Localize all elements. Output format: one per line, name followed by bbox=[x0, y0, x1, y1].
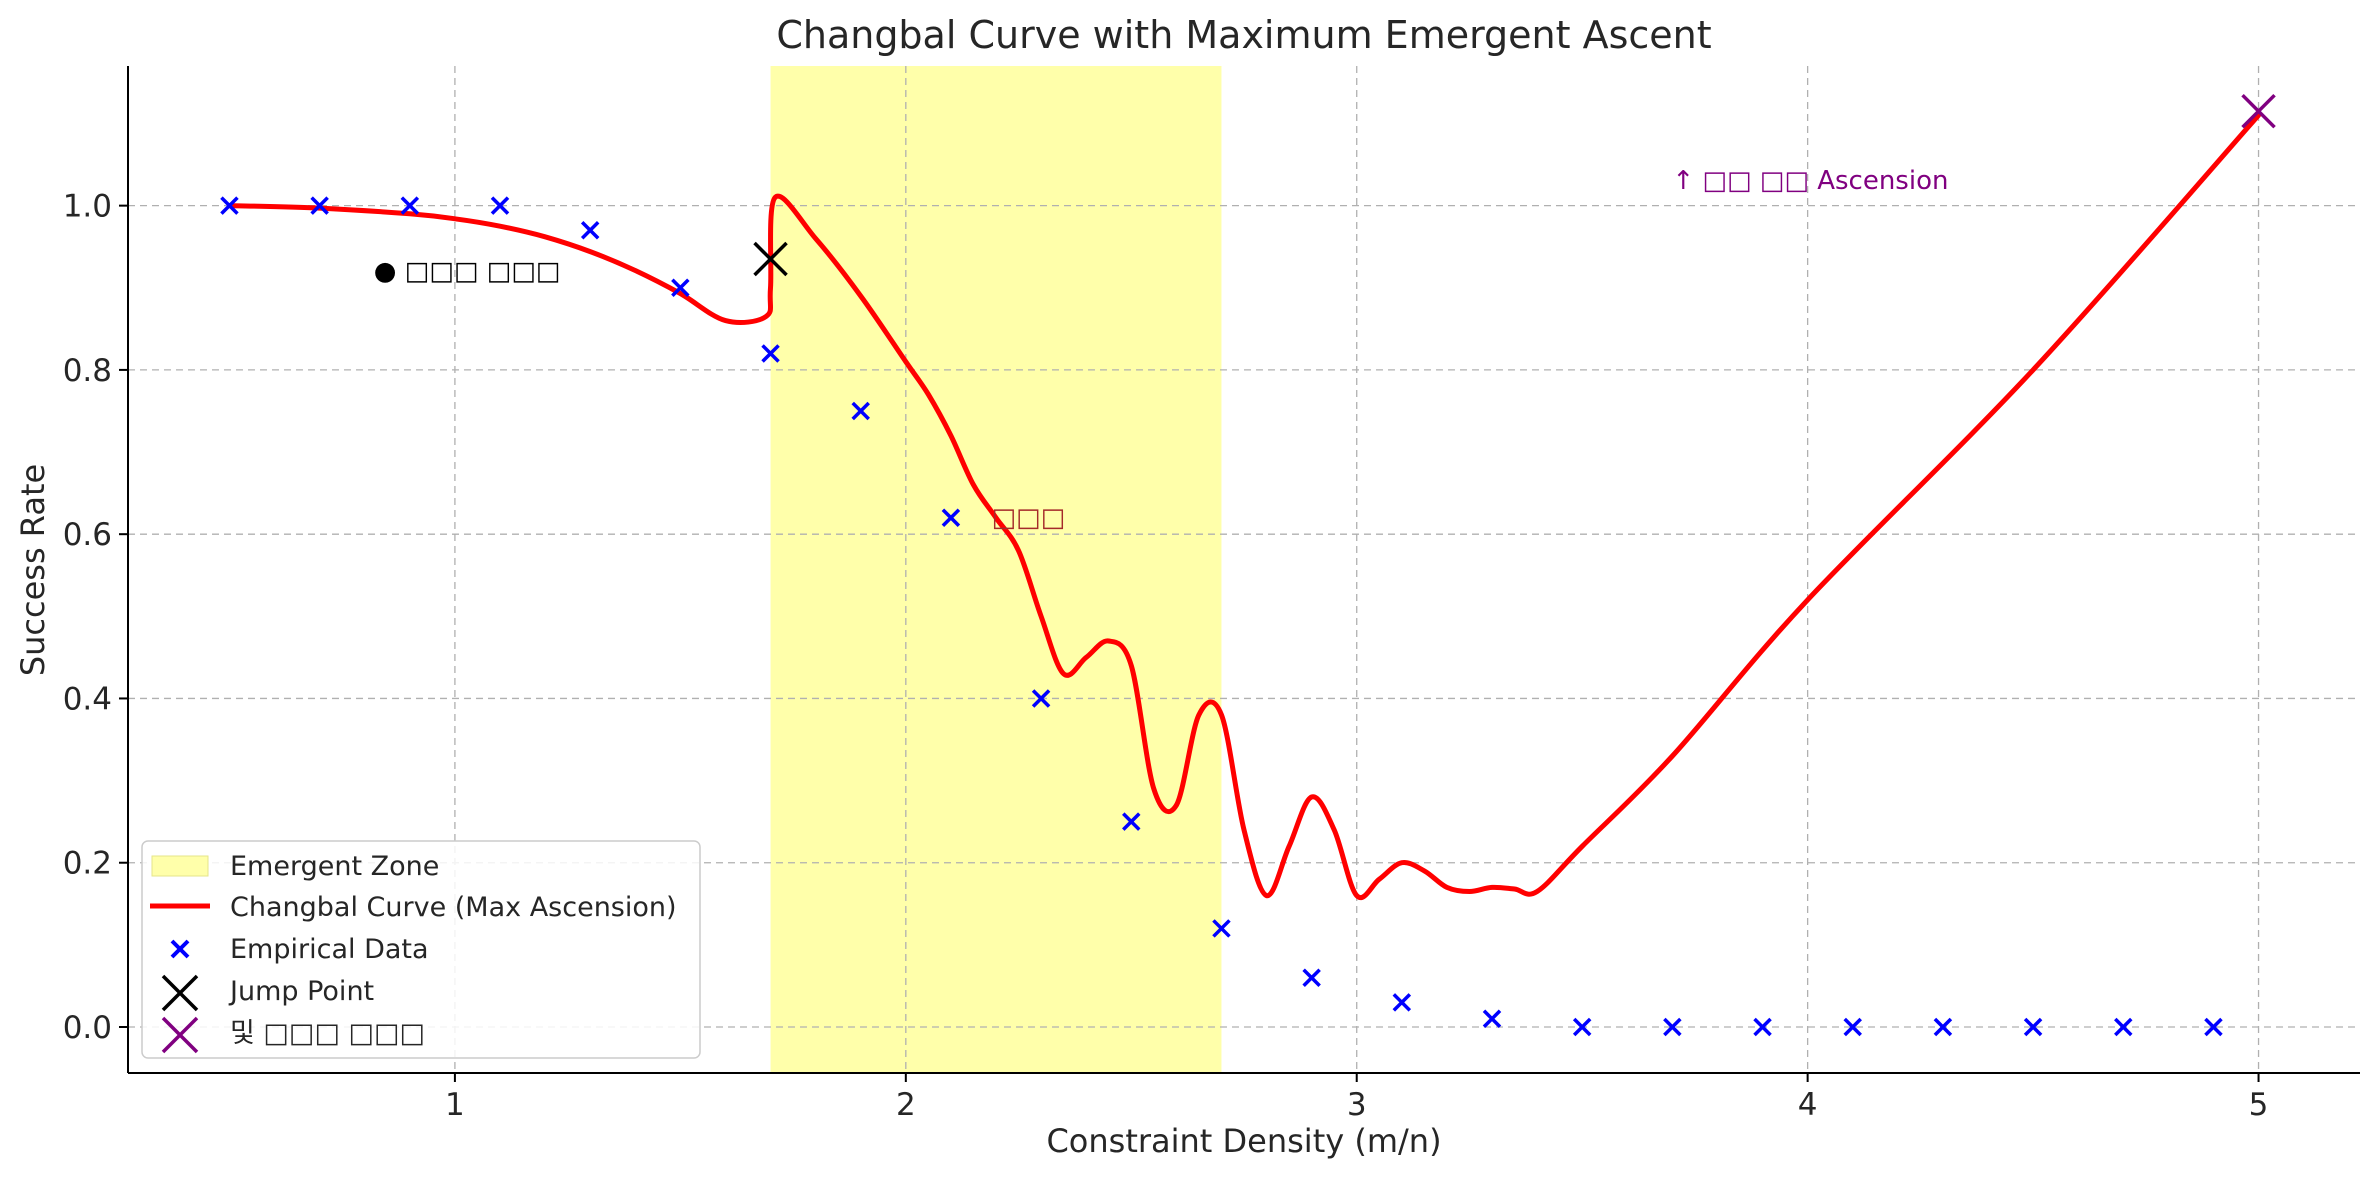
marker-stroke bbox=[1482, 1009, 1502, 1029]
empirical-data-point bbox=[310, 196, 329, 215]
marker-stroke bbox=[941, 508, 961, 527]
y-tick-label: 0.0 bbox=[63, 1010, 112, 1046]
legend-swatch-max-point bbox=[161, 1016, 199, 1054]
empirical-data-point bbox=[400, 196, 420, 215]
y-tick-label: 0.8 bbox=[63, 353, 112, 389]
marker-stroke bbox=[1031, 689, 1051, 708]
legend-box bbox=[141, 840, 701, 1059]
empirical-data-point bbox=[2114, 1017, 2133, 1037]
legend-label-changbal-curve: Changbal Curve (Max Ascension) bbox=[230, 892, 677, 923]
empirical-data-point bbox=[1663, 1017, 1682, 1037]
empirical-data-point bbox=[2204, 1017, 2223, 1037]
legend: Emergent Zone Changbal Curve (Max Ascens… bbox=[141, 840, 701, 1059]
x-tick-label: 4 bbox=[1798, 1087, 1818, 1123]
marker-stroke bbox=[2241, 93, 2276, 129]
jump-point-marker bbox=[753, 241, 788, 277]
marker-stroke bbox=[2204, 1017, 2223, 1037]
x-tick-label: 5 bbox=[2249, 1087, 2269, 1123]
marker-stroke bbox=[851, 401, 870, 421]
y-tick-label: 0.2 bbox=[63, 846, 112, 882]
marker-stroke bbox=[1572, 1017, 1592, 1037]
marker-stroke bbox=[1302, 968, 1321, 987]
empirical-data-point bbox=[1122, 812, 1141, 831]
empirical-data-point bbox=[851, 401, 870, 421]
y-tick-label: 1.0 bbox=[63, 189, 112, 225]
legend-label-empirical-data: Empirical Data bbox=[230, 934, 429, 965]
marker-stroke bbox=[220, 196, 239, 215]
emergent-zone bbox=[770, 66, 1222, 1073]
marker-stroke bbox=[1663, 1017, 1682, 1037]
marker-stroke bbox=[1843, 1017, 1862, 1037]
legend-swatch-emergent-zone bbox=[151, 855, 209, 877]
chart-title: Changbal Curve with Maximum Emergent Asc… bbox=[776, 13, 1711, 57]
empirical-data-point bbox=[1392, 993, 1412, 1012]
y-tick-label: 0.4 bbox=[63, 681, 112, 717]
x-axis-label: Constraint Density (m/n) bbox=[1046, 1122, 1441, 1160]
changbal-curve-line bbox=[227, 112, 2261, 900]
empirical-data-point bbox=[1212, 919, 1231, 938]
y-axis-label: Success Rate bbox=[14, 464, 52, 676]
empirical-data-point bbox=[1031, 689, 1051, 708]
empirical-data-point bbox=[580, 221, 600, 240]
special-markers bbox=[753, 93, 2276, 277]
empirical-data-point bbox=[1482, 1009, 1502, 1029]
empirical-data-point bbox=[2023, 1017, 2043, 1037]
max-ascension-marker bbox=[2241, 93, 2276, 129]
x-tick-label: 3 bbox=[1347, 1087, 1367, 1123]
empirical-data-point bbox=[761, 344, 780, 363]
empirical-data-point bbox=[671, 278, 690, 298]
empirical-data-point bbox=[490, 196, 510, 215]
annotation-text: ● □□□ □□□ bbox=[374, 257, 561, 287]
empirical-data-point bbox=[1843, 1017, 1862, 1037]
marker-stroke bbox=[580, 221, 600, 240]
annotation-text: ↑ □□ □□ Ascension bbox=[1672, 166, 1948, 196]
y-ticks: 0.0 0.2 0.4 0.6 0.8 1.0 bbox=[63, 189, 128, 1046]
marker-stroke bbox=[1753, 1017, 1772, 1037]
empirical-data-point bbox=[941, 508, 961, 527]
marker-stroke bbox=[400, 196, 420, 215]
marker-stroke bbox=[1122, 812, 1141, 831]
plot-area: 1 2 3 4 5 0.0 0.2 0.4 0.6 0.8 1.0 ● □□□ □□□ □□□ ↑ □… bbox=[63, 66, 2360, 1123]
marker-stroke bbox=[671, 278, 690, 298]
legend-swatch-jump-point bbox=[161, 974, 199, 1012]
marker-stroke bbox=[761, 344, 780, 363]
legend-swatch-empirical-data bbox=[170, 939, 190, 959]
legend-label-jump-point: Jump Point bbox=[228, 976, 374, 1007]
empirical-data-point bbox=[1933, 1017, 1953, 1037]
empirical-data-points bbox=[220, 196, 2223, 1037]
marker-stroke bbox=[1392, 993, 1412, 1012]
empirical-data-point bbox=[1302, 968, 1321, 987]
x-ticks: 1 2 3 4 5 bbox=[445, 1073, 2268, 1123]
empirical-data-point bbox=[1753, 1017, 1772, 1037]
y-tick-label: 0.6 bbox=[63, 517, 112, 553]
x-tick-label: 1 bbox=[445, 1087, 465, 1123]
empirical-data-point bbox=[220, 196, 239, 215]
marker-stroke bbox=[490, 196, 510, 215]
legend-label-emergent-zone: Emergent Zone bbox=[230, 851, 439, 882]
empirical-data-point bbox=[1572, 1017, 1592, 1037]
marker-stroke bbox=[753, 241, 788, 277]
annotations: ● □□□ □□□ □□□ ↑ □□ □□ Ascension bbox=[374, 166, 1949, 533]
marker-stroke bbox=[1212, 919, 1231, 938]
marker-stroke bbox=[2023, 1017, 2043, 1037]
annotation-text: □□□ bbox=[991, 503, 1065, 533]
marker-stroke bbox=[310, 196, 329, 215]
x-tick-label: 2 bbox=[896, 1087, 916, 1123]
marker-stroke bbox=[1933, 1017, 1953, 1037]
marker-stroke bbox=[2114, 1017, 2133, 1037]
legend-label-max-point: 및 □□□ □□□ bbox=[230, 1018, 425, 1049]
